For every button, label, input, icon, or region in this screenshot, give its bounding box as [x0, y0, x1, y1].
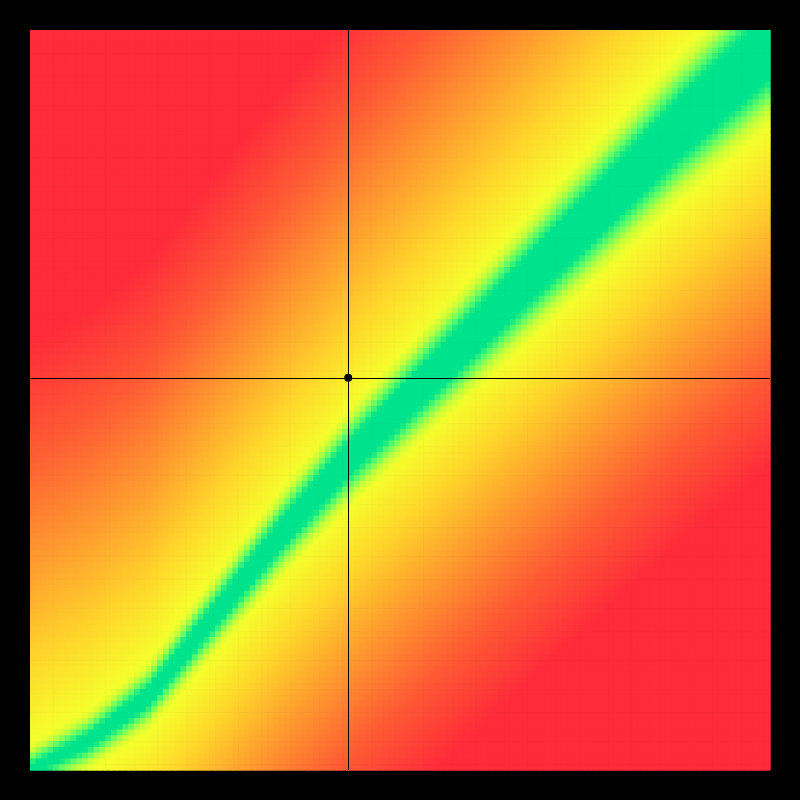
bottleneck-heatmap	[0, 0, 800, 800]
